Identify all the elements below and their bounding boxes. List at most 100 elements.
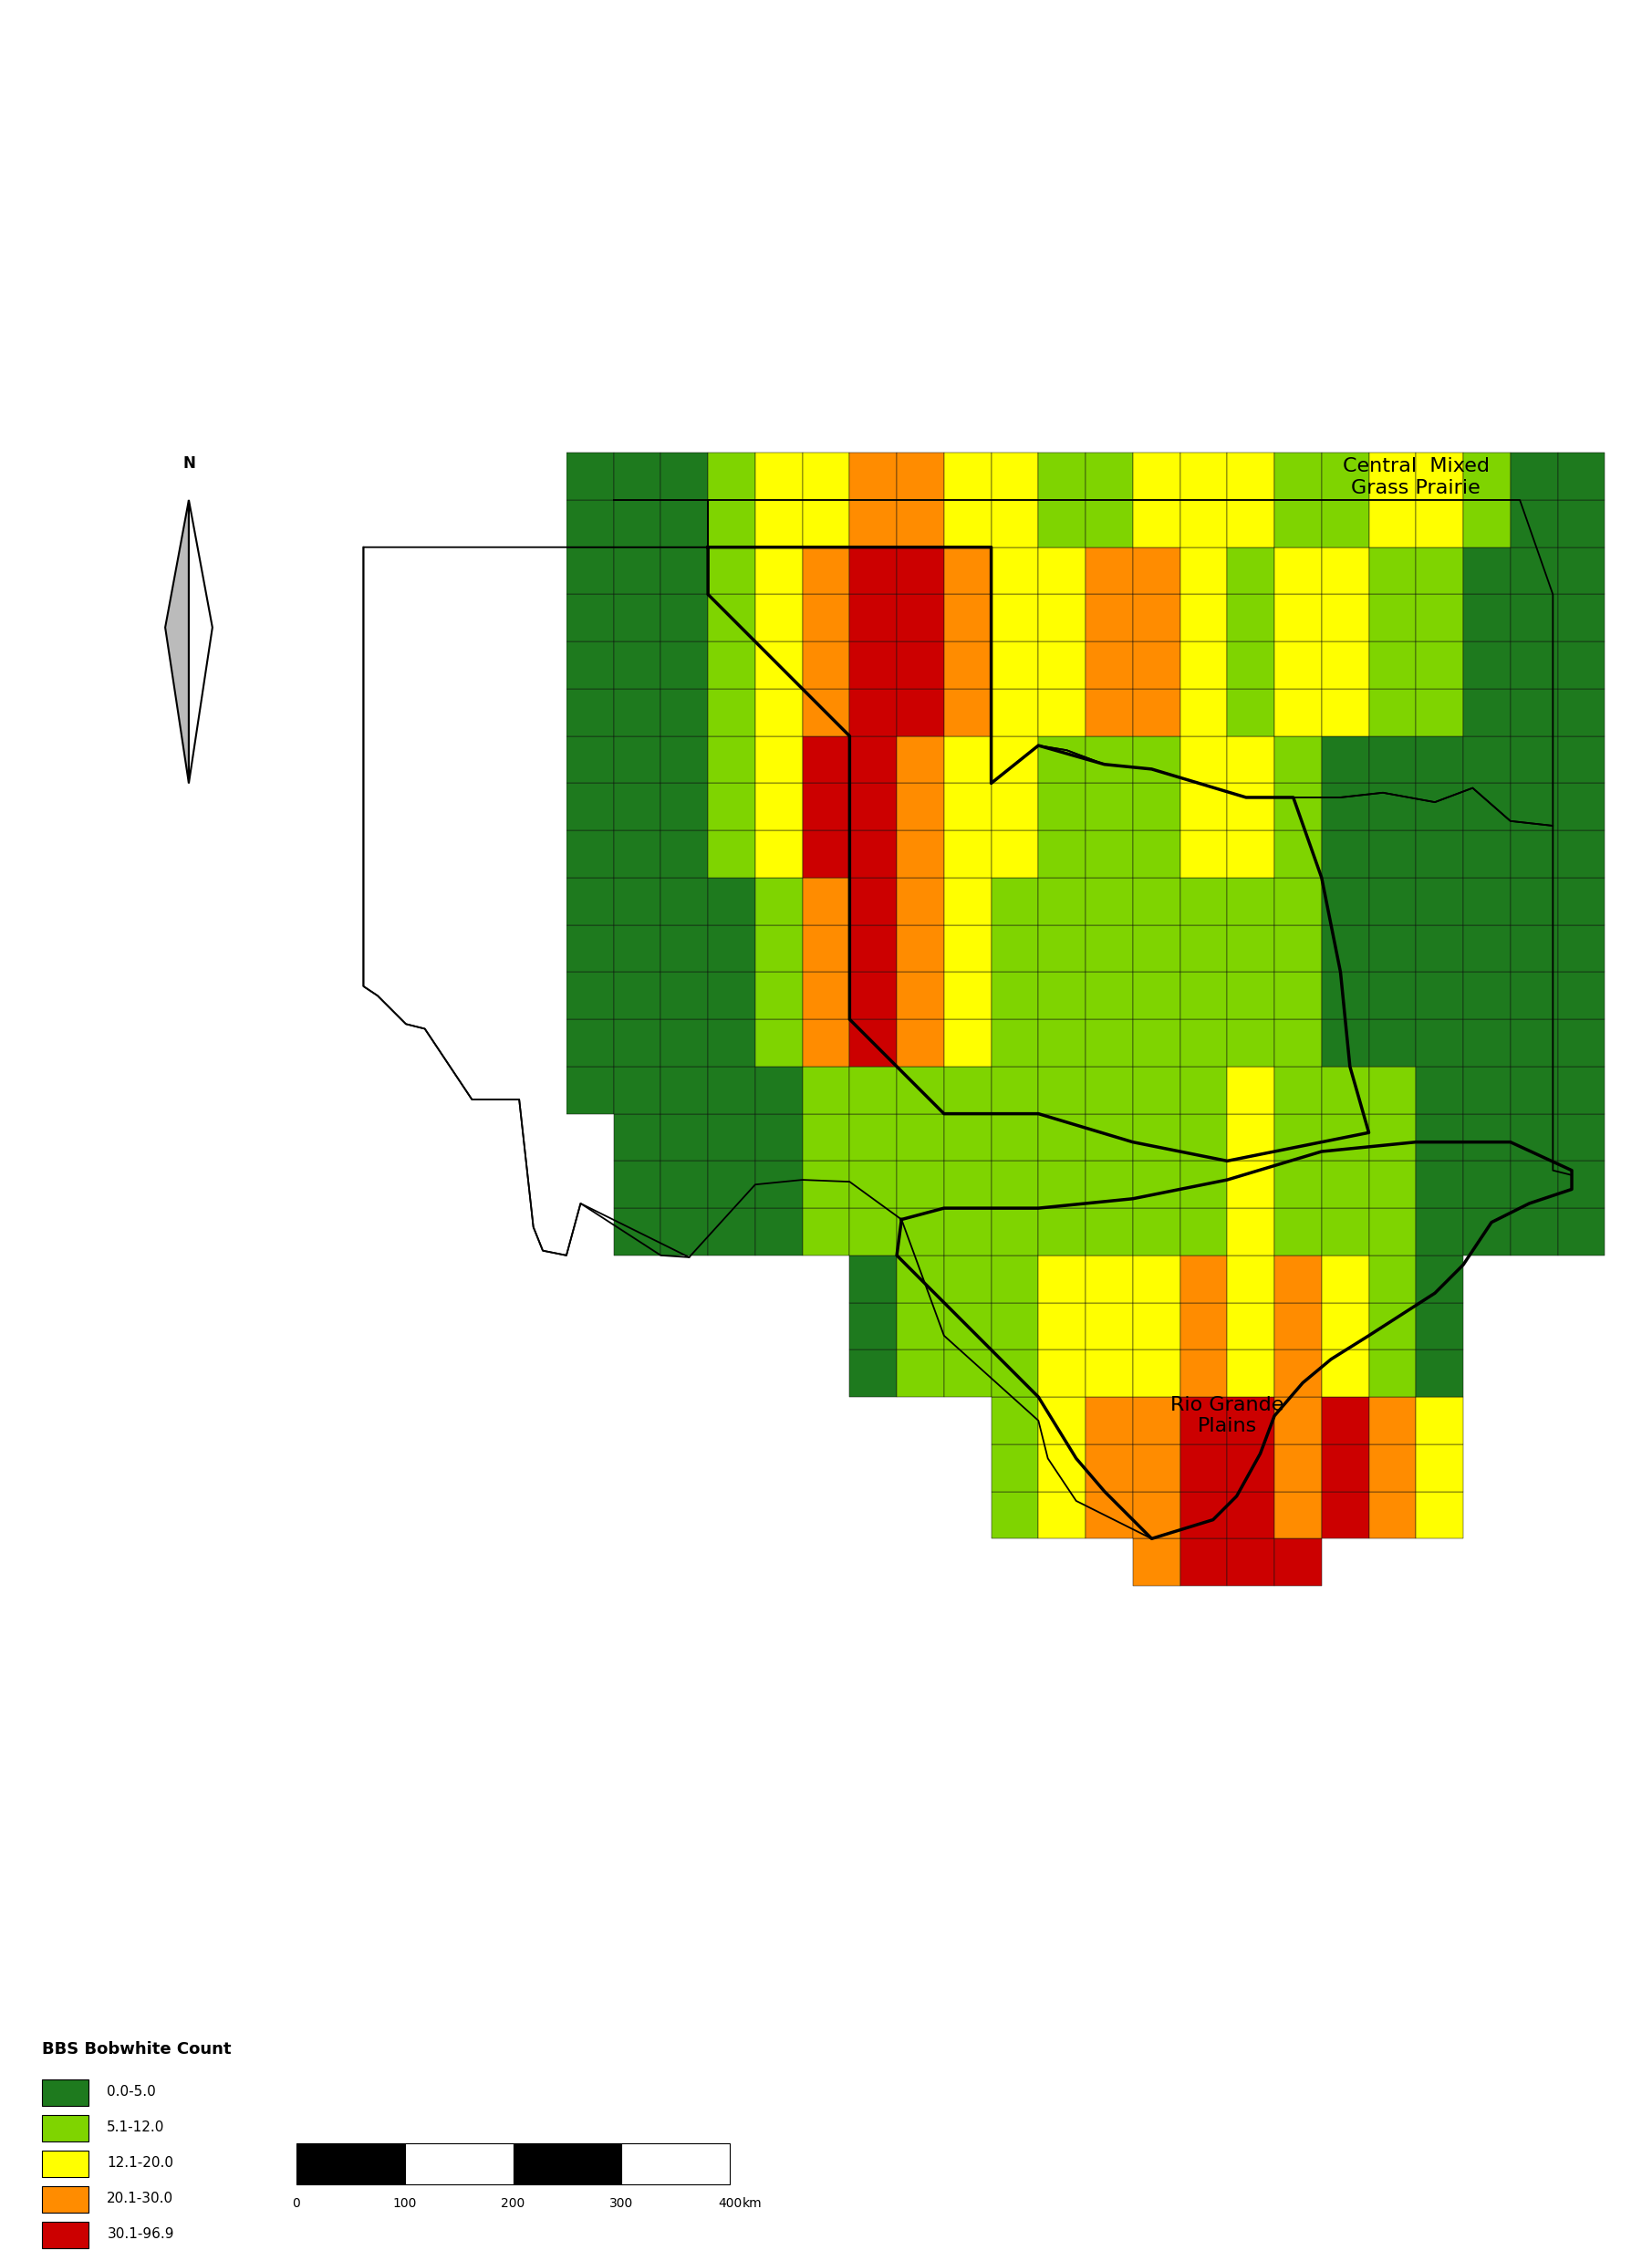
Bar	[709, 500, 755, 547]
Bar	[613, 595, 661, 642]
Bar	[943, 1067, 991, 1115]
Bar	[1322, 877, 1370, 925]
Polygon shape	[48, 405, 567, 1632]
Bar	[613, 452, 661, 500]
Bar	[1227, 547, 1274, 595]
Bar	[1133, 690, 1180, 737]
Bar	[991, 1067, 1039, 1115]
Bar	[1464, 1020, 1510, 1067]
Bar	[991, 1255, 1039, 1302]
Bar	[296, 2143, 405, 2184]
Bar	[991, 830, 1039, 877]
Bar	[1416, 1397, 1464, 1445]
Bar	[1227, 925, 1274, 972]
Bar	[567, 452, 613, 500]
Bar	[1322, 1160, 1370, 1207]
Bar	[43, 2080, 89, 2107]
Bar	[1180, 1445, 1227, 1492]
Bar	[1464, 595, 1510, 642]
Bar	[709, 1207, 755, 1255]
Bar	[897, 642, 943, 690]
Bar	[709, 595, 755, 642]
Bar	[661, 1115, 709, 1160]
Bar	[1558, 642, 1604, 690]
Bar	[943, 547, 991, 595]
Bar	[849, 595, 897, 642]
Bar	[613, 972, 661, 1020]
Bar	[1558, 925, 1604, 972]
Bar	[709, 830, 755, 877]
Bar	[1133, 547, 1180, 595]
Bar	[1133, 452, 1180, 500]
Bar	[849, 1067, 897, 1115]
Bar	[1322, 830, 1370, 877]
Bar	[1133, 595, 1180, 642]
Bar	[661, 877, 709, 925]
Bar	[943, 1255, 991, 1302]
Bar	[709, 690, 755, 737]
Bar	[709, 1067, 755, 1115]
Bar	[1274, 1492, 1322, 1540]
Bar	[1558, 1207, 1604, 1255]
Bar	[1227, 782, 1274, 830]
Bar	[1416, 925, 1464, 972]
Bar	[943, 452, 991, 500]
Bar	[1370, 595, 1416, 642]
Bar	[849, 1115, 897, 1160]
Bar	[43, 2150, 89, 2177]
Bar	[1370, 1160, 1416, 1207]
Bar	[1133, 1397, 1180, 1445]
Bar	[1085, 690, 1133, 737]
Bar	[803, 547, 849, 595]
Bar	[1085, 925, 1133, 972]
Bar	[661, 1067, 709, 1115]
Bar	[1464, 452, 1510, 500]
Bar	[1558, 690, 1604, 737]
Bar	[613, 500, 661, 547]
Bar	[1370, 1067, 1416, 1115]
Bar	[1370, 1350, 1416, 1397]
Bar	[1085, 1397, 1133, 1445]
Bar	[991, 690, 1039, 737]
Bar	[1510, 452, 1558, 500]
Bar	[1416, 877, 1464, 925]
Bar	[567, 925, 613, 972]
Bar	[1322, 595, 1370, 642]
Bar	[1180, 1020, 1227, 1067]
Bar	[1274, 737, 1322, 782]
Bar	[1370, 877, 1416, 925]
Bar	[755, 1207, 803, 1255]
Bar	[1416, 690, 1464, 737]
Bar	[1085, 1445, 1133, 1492]
Bar	[1322, 1445, 1370, 1492]
Text: 12.1-20.0: 12.1-20.0	[107, 2157, 173, 2171]
Bar	[1370, 1492, 1416, 1540]
Bar	[1133, 1020, 1180, 1067]
Bar	[897, 500, 943, 547]
Bar	[661, 1207, 709, 1255]
Bar	[1416, 1445, 1464, 1492]
Bar	[943, 1115, 991, 1160]
Text: 400: 400	[719, 2198, 742, 2209]
Bar	[1370, 547, 1416, 595]
Bar	[1133, 1115, 1180, 1160]
Bar	[943, 830, 991, 877]
Bar	[1558, 877, 1604, 925]
Bar	[1322, 642, 1370, 690]
Bar	[755, 737, 803, 782]
Bar	[1180, 642, 1227, 690]
Bar	[1133, 1540, 1180, 1585]
Bar	[803, 642, 849, 690]
Bar	[1085, 1115, 1133, 1160]
Bar	[991, 877, 1039, 925]
Bar	[1416, 1302, 1464, 1350]
Bar	[1085, 1492, 1133, 1540]
Bar	[991, 452, 1039, 500]
Bar	[1133, 1302, 1180, 1350]
Bar	[1227, 642, 1274, 690]
Bar	[897, 972, 943, 1020]
Bar	[613, 877, 661, 925]
Bar	[1180, 1255, 1227, 1302]
Bar	[1510, 830, 1558, 877]
Bar	[1416, 737, 1464, 782]
